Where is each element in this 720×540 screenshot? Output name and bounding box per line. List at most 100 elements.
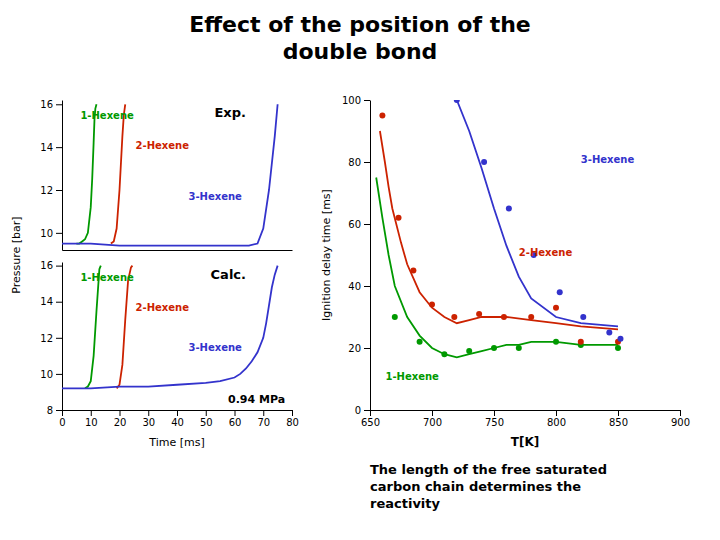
x-tick-mark: [91, 410, 92, 416]
chart-svg: Effect of the position of thedouble bond…: [0, 0, 720, 540]
series-point: [553, 339, 559, 345]
series-label: 1-Hexene: [386, 371, 440, 382]
y-tick-label: 12: [40, 185, 53, 196]
panel: 010203040506070808101214161-Hexene2-Hexe…: [40, 260, 299, 449]
x-axis-line: [63, 250, 293, 251]
series-point: [580, 314, 586, 320]
note-line: carbon chain determines the: [370, 479, 581, 494]
x-tick: 80: [286, 410, 299, 428]
y-tick: 14: [40, 142, 62, 153]
x-tick-label: 0: [59, 417, 65, 428]
series-line: [62, 266, 278, 389]
series-point: [491, 345, 497, 351]
note-line: reactivity: [370, 496, 441, 511]
x-tick-mark: [494, 410, 495, 416]
x-tick: 60: [229, 410, 242, 428]
y-axis-line: [370, 101, 371, 411]
panel: 101214161-Hexene2-Hexene3-HexeneExp.Pres…: [10, 99, 293, 294]
x-axis: [63, 250, 293, 251]
series-point: [451, 314, 457, 320]
series-point: [392, 314, 398, 320]
x-tick-mark: [618, 410, 619, 416]
x-tick: 650: [361, 410, 380, 428]
x-tick-mark: [432, 410, 433, 416]
x-tick: 850: [609, 410, 628, 428]
y-tick: 10: [40, 228, 62, 239]
y-tick: 12: [40, 333, 62, 344]
x-tick: 900: [671, 410, 690, 428]
x-axis-line: [371, 410, 681, 411]
x-tick-label: 10: [85, 417, 98, 428]
series-point: [506, 206, 512, 212]
x-tick-mark: [556, 410, 557, 416]
plot-marks: [62, 266, 278, 389]
series-point: [501, 314, 507, 320]
series-point: [481, 159, 487, 165]
y-axis-title: Pressure [bar]: [10, 216, 23, 293]
x-tick: 20: [114, 410, 127, 428]
series-point: [396, 215, 402, 221]
series-point: [553, 305, 559, 311]
y-tick-mark: [56, 374, 62, 375]
series-line: [111, 104, 125, 243]
y-tick: 100: [342, 95, 370, 106]
y-tick-label: 40: [348, 281, 361, 292]
series-line: [117, 266, 133, 389]
x-tick: 70: [257, 410, 270, 428]
x-tick-mark: [235, 410, 236, 416]
y-tick-mark: [364, 348, 370, 349]
y-axis-line: [62, 101, 63, 251]
y-tick-label: 60: [348, 219, 361, 230]
x-tick-label: 850: [609, 417, 628, 428]
y-tick: 16: [40, 99, 62, 110]
annotation: 0.94 MPa: [228, 393, 285, 406]
y-tick-label: 80: [348, 157, 361, 168]
series-line: [76, 104, 96, 243]
y-tick: 14: [40, 296, 62, 307]
series-label: 1-Hexene: [80, 272, 134, 283]
annotation: Calc.: [211, 267, 246, 282]
x-tick-mark: [680, 410, 681, 416]
series-point: [578, 339, 584, 345]
series-point: [528, 314, 534, 320]
x-tick-mark: [370, 410, 371, 416]
x-tick-label: 30: [142, 417, 155, 428]
series-point: [429, 302, 435, 308]
y-tick-label: 0: [355, 405, 361, 416]
series-point: [606, 330, 612, 336]
y-tick-mark: [56, 410, 62, 411]
x-tick-label: 900: [671, 417, 690, 428]
y-tick-mark: [364, 100, 370, 101]
series-line: [457, 100, 618, 326]
y-tick-label: 8: [47, 405, 53, 416]
series-label: 3-Hexene: [189, 191, 243, 202]
x-tick-label: 40: [171, 417, 184, 428]
series-label: 2-Hexene: [519, 247, 573, 258]
series-point: [379, 113, 385, 119]
y-tick-mark: [56, 266, 62, 267]
title-line: double bond: [283, 39, 438, 64]
y-axis: 8 10 12 14 16: [40, 260, 62, 415]
y-tick: 10: [40, 369, 62, 380]
panel: 6507007508008509000204060801001-Hexene2-…: [320, 95, 690, 449]
y-tick-label: 16: [40, 260, 53, 271]
y-tick: 20: [348, 343, 370, 354]
y-tick-label: 14: [40, 296, 53, 307]
x-tick: 0: [59, 410, 65, 428]
x-tick-label: 50: [200, 417, 213, 428]
x-tick-label: 80: [286, 417, 299, 428]
x-tick-mark: [62, 410, 63, 416]
x-tick-mark: [177, 410, 178, 416]
x-axis-title: Time [ms]: [148, 436, 204, 449]
y-tick-mark: [364, 224, 370, 225]
x-tick-mark: [263, 410, 264, 416]
series-point: [410, 268, 416, 274]
series-point: [476, 311, 482, 317]
y-tick-mark: [56, 147, 62, 148]
y-tick: 60: [348, 219, 370, 230]
series-point: [417, 339, 423, 345]
y-tick-label: 12: [40, 333, 53, 344]
y-tick: 16: [40, 260, 62, 271]
y-tick: 40: [348, 281, 370, 292]
y-tick-label: 20: [348, 343, 361, 354]
